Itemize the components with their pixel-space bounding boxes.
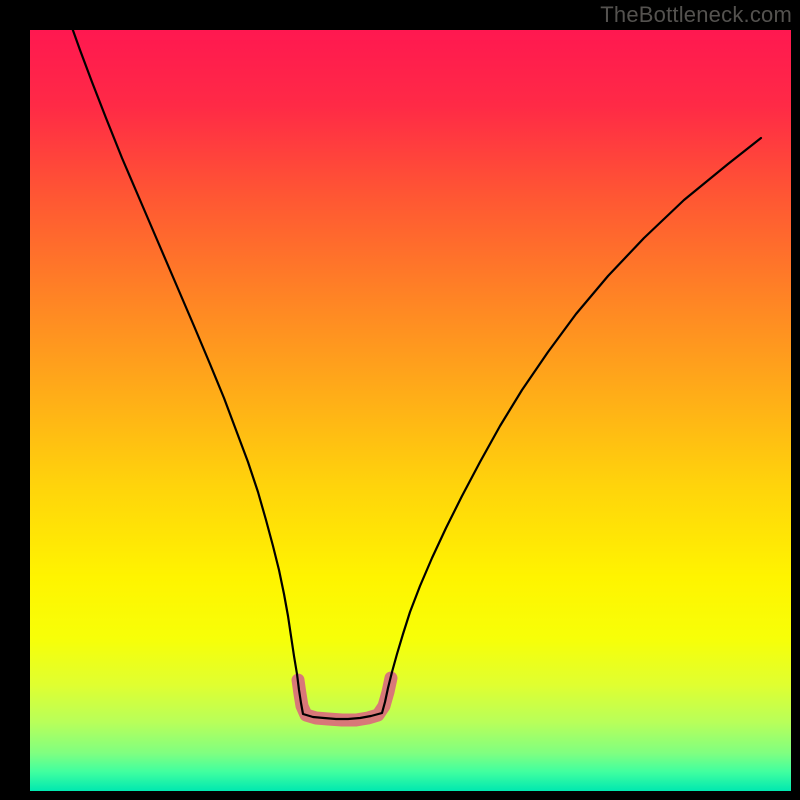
- plot-area: [30, 30, 791, 791]
- watermark-text: TheBottleneck.com: [600, 2, 792, 28]
- chart-frame: [0, 0, 800, 800]
- bottleneck-curve: [62, 30, 761, 719]
- curve-layer: [30, 30, 791, 791]
